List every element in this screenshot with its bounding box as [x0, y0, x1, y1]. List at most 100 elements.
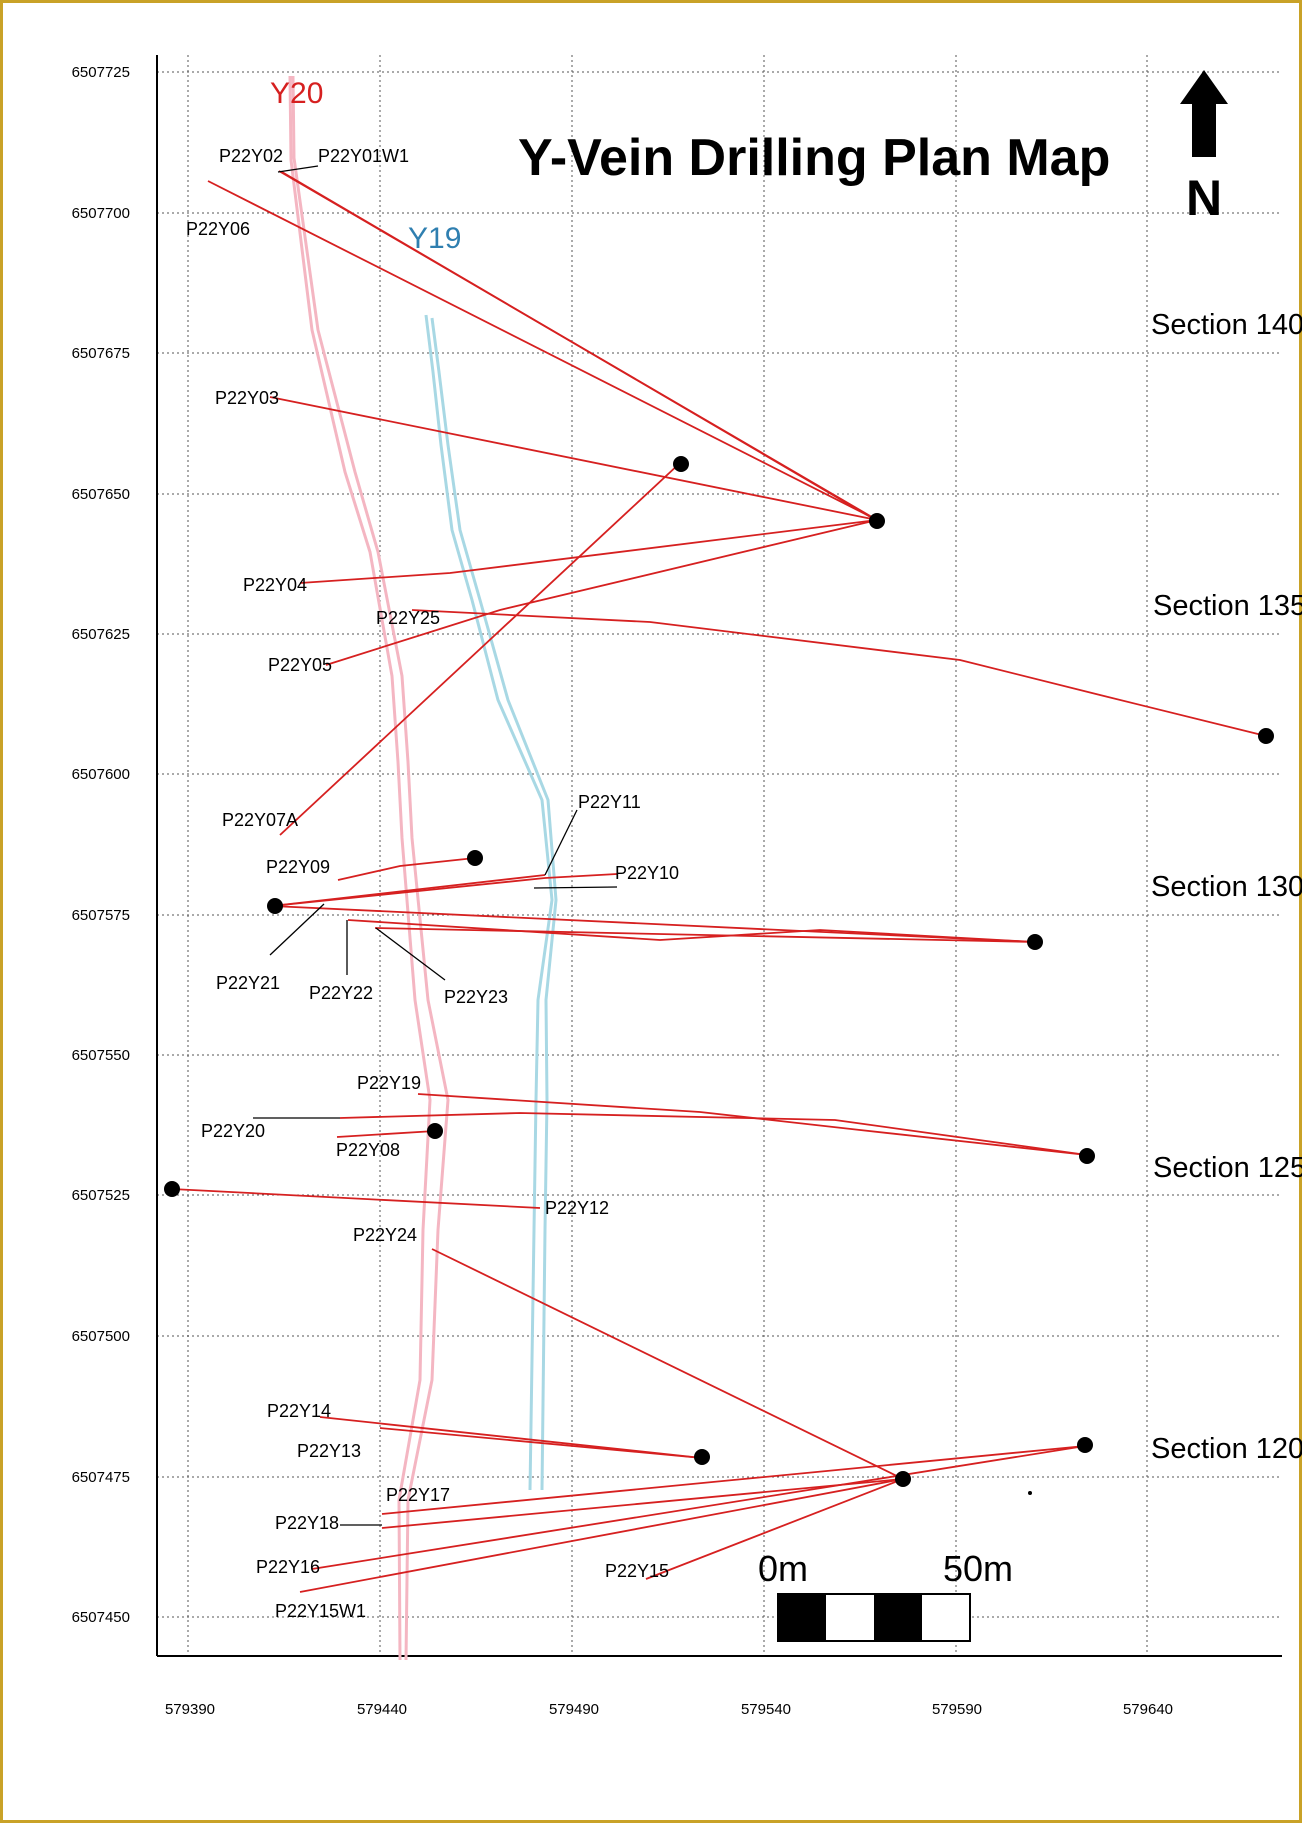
trace-P22Y09 [337, 857, 476, 881]
trace-P22Y10 [271, 873, 618, 907]
vein-y19 [424, 314, 558, 1491]
x-axis-tick-labels: 579390 579440 579490 579540 579590 57964… [165, 1701, 1173, 1718]
label-P22Y03: P22Y03 [215, 388, 279, 408]
collar-marker [1027, 934, 1043, 950]
trace-P22Y05 [325, 519, 878, 666]
trace-P22Y08 [336, 1130, 436, 1138]
label-P22Y15: P22Y15 [605, 1561, 669, 1581]
section-label: Section 1300 [1151, 871, 1302, 903]
scale-start-label: 0m [758, 1548, 808, 1589]
label-P22Y05: P22Y05 [268, 655, 332, 675]
label-P22Y14: P22Y14 [267, 1401, 331, 1421]
label-P22Y17: P22Y17 [386, 1485, 450, 1505]
y-tick-label: 6507475 [72, 1469, 130, 1486]
trace-P22Y06 [207, 180, 878, 521]
trace-P22Y24 [431, 1248, 904, 1480]
y-tick-label: 6507650 [72, 486, 130, 503]
drill-hole-labels: P22Y02 P22Y01W1 P22Y06 P22Y03 P22Y04 P22… [186, 146, 679, 1621]
label-P22Y02: P22Y02 [219, 146, 283, 166]
trace-P22Y07A [279, 462, 681, 836]
label-P22Y01W1: P22Y01W1 [318, 146, 409, 166]
y-tick-label: 6507575 [72, 907, 130, 924]
y-tick-label: 6507525 [72, 1187, 130, 1204]
vein-label-y19: Y19 [408, 222, 461, 255]
label-P22Y19: P22Y19 [357, 1073, 421, 1093]
label-P22Y24: P22Y24 [353, 1225, 417, 1245]
label-P22Y21: P22Y21 [216, 973, 280, 993]
y-tick-label: 6507500 [72, 1328, 130, 1345]
x-tick-label: 579440 [357, 1701, 407, 1718]
x-tick-label: 579390 [165, 1701, 215, 1718]
trace-P22Y13 [379, 1427, 703, 1459]
trace-P22Y25 [411, 609, 1267, 737]
collar-marker [1258, 728, 1274, 744]
trace-P22Y22 [347, 919, 1036, 943]
x-tick-label: 579640 [1123, 1701, 1173, 1718]
section-label: Section 1250 [1153, 1152, 1302, 1184]
section-label: Section 1200 [1151, 1433, 1302, 1465]
section-label: Section 1400 [1151, 309, 1302, 341]
label-P22Y12: P22Y12 [545, 1198, 609, 1218]
trace-P22Y01W1 [281, 171, 880, 523]
label-P22Y08: P22Y08 [336, 1140, 400, 1160]
drill-traces [171, 170, 1267, 1593]
label-P22Y07A: P22Y07A [222, 810, 298, 830]
scale-end-label: 50m [943, 1548, 1013, 1589]
trace-P22Y15 [645, 1478, 904, 1580]
drill-collars [164, 456, 1274, 1495]
label-P22Y20: P22Y20 [201, 1121, 265, 1141]
section-label: Section 1350 [1153, 590, 1302, 622]
collar-marker [673, 456, 689, 472]
label-P22Y25: P22Y25 [376, 608, 440, 628]
y-tick-label: 6507675 [72, 345, 130, 362]
x-tick-label: 579590 [932, 1701, 982, 1718]
x-tick-label: 579490 [549, 1701, 599, 1718]
collar-marker [694, 1449, 710, 1465]
leader-lines [253, 165, 618, 1526]
vein-label-y20: Y20 [270, 77, 323, 110]
label-P22Y11: P22Y11 [578, 792, 641, 812]
label-P22Y15W1: P22Y15W1 [275, 1601, 366, 1621]
label-P22Y04: P22Y04 [243, 575, 307, 595]
label-P22Y13: P22Y13 [297, 1441, 361, 1461]
north-arrow-icon: N [1180, 70, 1228, 226]
label-P22Y23: P22Y23 [444, 987, 508, 1007]
label-P22Y09: P22Y09 [266, 857, 330, 877]
collar-marker [164, 1181, 180, 1197]
y-axis-tick-labels: 6507725 6507700 6507675 6507650 6507625 … [72, 64, 130, 1626]
collar-marker [1079, 1148, 1095, 1164]
trace-P22Y12 [171, 1188, 541, 1209]
y-tick-label: 6507725 [72, 64, 130, 81]
collar-marker [427, 1123, 443, 1139]
trace-P22Y16 [311, 1445, 1086, 1570]
grid [157, 55, 1280, 1655]
label-P22Y06: P22Y06 [186, 219, 250, 239]
trace-P22Y03 [269, 396, 878, 521]
trace-P22Y21 [271, 905, 1036, 943]
trace-P22Y15W1 [299, 1478, 904, 1593]
x-tick-label: 579540 [741, 1701, 791, 1718]
trace-P22Y11 [271, 874, 546, 907]
y-tick-label: 6507700 [72, 205, 130, 222]
y-tick-label: 6507600 [72, 766, 130, 783]
collar-marker [869, 513, 885, 529]
label-P22Y18: P22Y18 [275, 1513, 339, 1533]
label-P22Y16: P22Y16 [256, 1557, 320, 1577]
collar-marker [1077, 1437, 1093, 1453]
trace-P22Y20 [339, 1112, 1088, 1156]
vein-y20 [288, 75, 450, 1661]
map-title: Y-Vein Drilling Plan Map [518, 129, 1110, 187]
axes [156, 55, 1282, 1657]
trace-P22Y19 [417, 1093, 1088, 1156]
collar-marker [895, 1471, 911, 1487]
small-dot [1028, 1491, 1032, 1495]
collar-marker [467, 850, 483, 866]
y-tick-label: 6507625 [72, 626, 130, 643]
section-labels: Section 1400 Section 1350 Section 1300 S… [1151, 309, 1302, 1465]
y-tick-label: 6507450 [72, 1609, 130, 1626]
label-P22Y22: P22Y22 [309, 983, 373, 1003]
scale-bar: 0m 50m [758, 1548, 1013, 1642]
trace-P22Y17 [381, 1445, 1086, 1515]
